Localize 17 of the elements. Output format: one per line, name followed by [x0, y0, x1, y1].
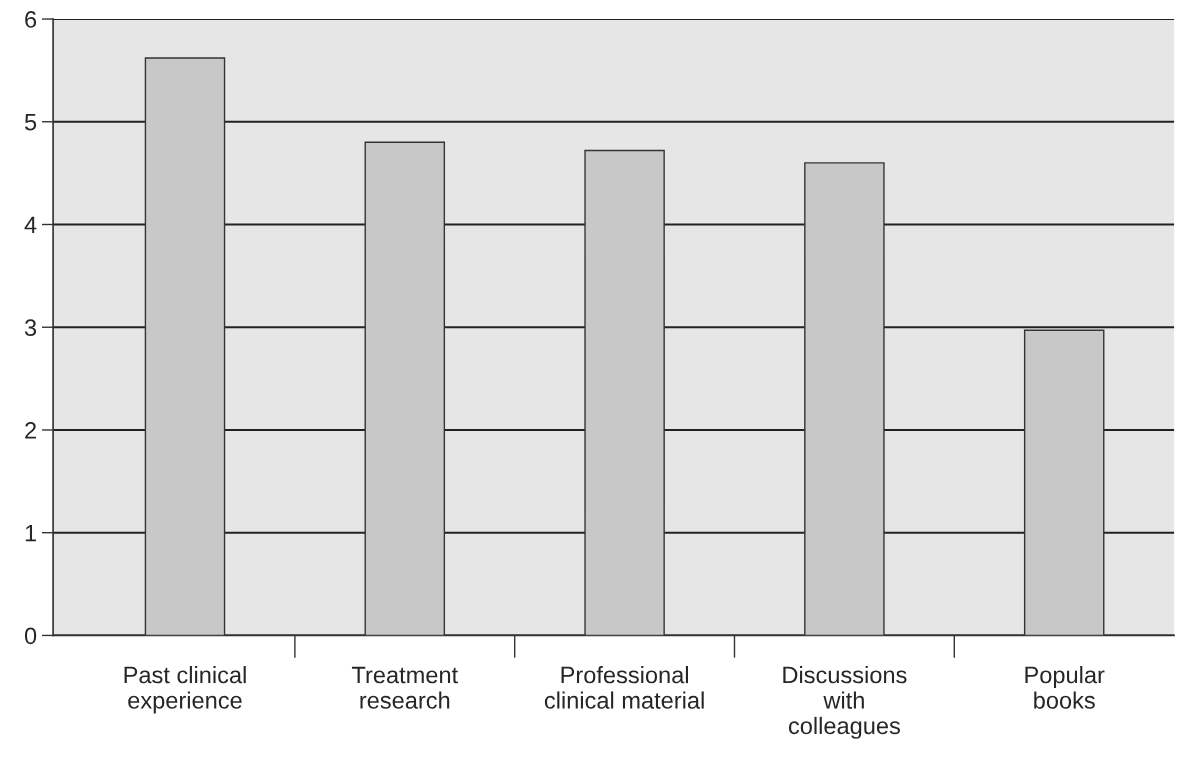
bar: [584, 149, 665, 636]
y-tick-label: 2: [25, 422, 36, 439]
x-tick-label: Discussions with colleagues: [783, 665, 907, 739]
bar: [1023, 329, 1105, 636]
bar: [144, 57, 226, 636]
y-tick-label: 6: [25, 11, 37, 28]
x-tick-label: Past clinical experience: [124, 665, 246, 714]
y-tick-label: 1: [25, 525, 36, 542]
x-tick-label: Professional clinical material: [544, 665, 704, 709]
x-tick-label: Treatment research: [351, 666, 458, 709]
bar: [364, 141, 446, 636]
bar: [804, 162, 885, 636]
x-tick-label: Popular books: [1025, 665, 1105, 709]
y-tick-label: 5: [24, 114, 37, 131]
y-tick-label: 0: [24, 627, 37, 645]
y-tick-label: 3: [24, 319, 37, 337]
y-tick-label: 4: [24, 216, 37, 234]
